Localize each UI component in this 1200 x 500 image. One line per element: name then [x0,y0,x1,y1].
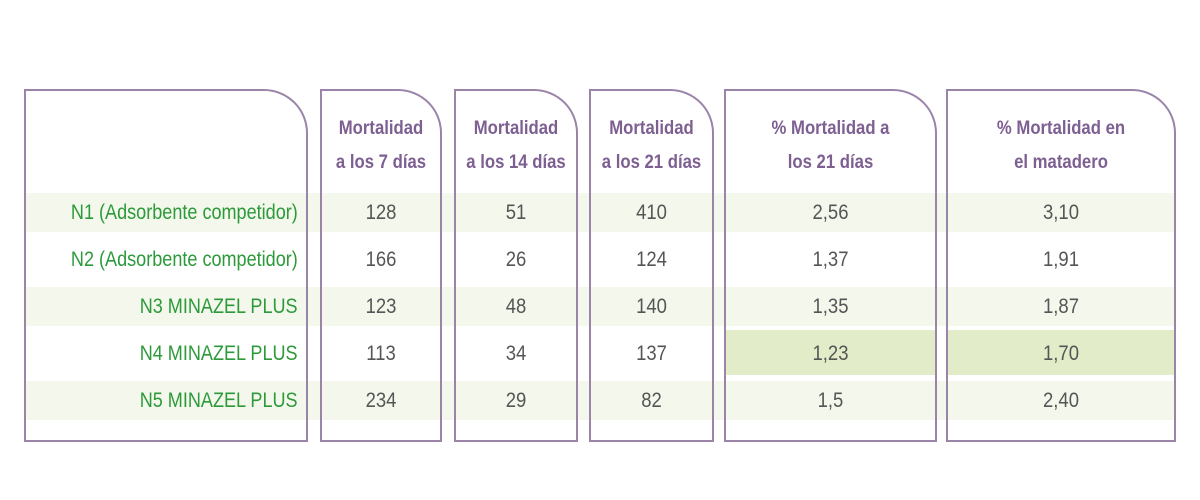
table-cell: 140 [636,295,667,318]
column-header: Mortalidad a los 7 días [327,112,434,180]
table-cell: 1,37 [812,248,849,271]
row-label-panel [24,89,308,442]
row-band [26,193,1174,232]
table-cell: 1,23 [812,342,849,365]
table-cell: 2,40 [1043,389,1079,412]
table-cell: 2,56 [812,201,849,224]
column-header-line: el matadero [1014,152,1108,173]
column-panel [724,89,937,442]
table-cell: 29 [505,389,527,412]
column-panel [946,89,1176,442]
column-header-line: Mortalidad [473,118,559,139]
column-header-line: Mortalidad [609,118,694,139]
table-cell: 51 [505,201,527,224]
table-cell: 48 [505,295,527,318]
table-cell: 26 [505,248,527,271]
column-header: % Mortalidad a los 21 días [737,112,924,180]
column-header-line: % Mortalidad a [771,118,890,139]
column-header-line: los 21 días [787,152,874,173]
table-cell: 1,87 [1043,295,1079,318]
table-cell: 113 [366,342,396,365]
row-band [26,287,1174,326]
table-cell: 166 [365,248,397,271]
table-cell: 410 [636,201,667,224]
column-header-line: a los 7 días [335,152,427,173]
table-cell: 234 [365,389,397,412]
table-cell: 123 [365,295,397,318]
column-header-line: Mortalidad [338,118,424,139]
table-cell: 1,35 [812,295,849,318]
row-label: N4 MINAZEL PLUS [140,342,298,365]
column-panel [320,89,442,442]
column-header-line: a los 21 días [601,152,702,173]
table-cell: 1,5 [817,389,844,412]
row-label: N1 (Adsorbente competidor) [71,201,298,224]
table-cell: 137 [636,342,667,365]
column-header: % Mortalidad en el matadero [960,112,1162,180]
column-panel [589,89,714,442]
column-header-line: % Mortalidad en [996,118,1126,139]
table-cell: 3,10 [1043,201,1079,224]
table-cell: 82 [641,389,662,412]
column-header: Mortalidad a los 14 días [461,112,570,180]
table-cell: 34 [505,342,527,365]
column-header: Mortalidad a los 21 días [597,112,707,180]
table-cell: 1,70 [1043,342,1079,365]
table-cell: 124 [636,248,667,271]
column-header-line: a los 14 días [466,152,566,173]
row-label: N2 (Adsorbente competidor) [71,248,298,271]
highlight-cell [948,330,1174,375]
column-panel [454,89,578,442]
row-label: N3 MINAZEL PLUS [140,295,298,318]
table-cell: 128 [365,201,397,224]
highlight-cell [726,330,935,375]
row-label: N5 MINAZEL PLUS [140,389,298,412]
table-cell: 1,91 [1043,248,1079,271]
